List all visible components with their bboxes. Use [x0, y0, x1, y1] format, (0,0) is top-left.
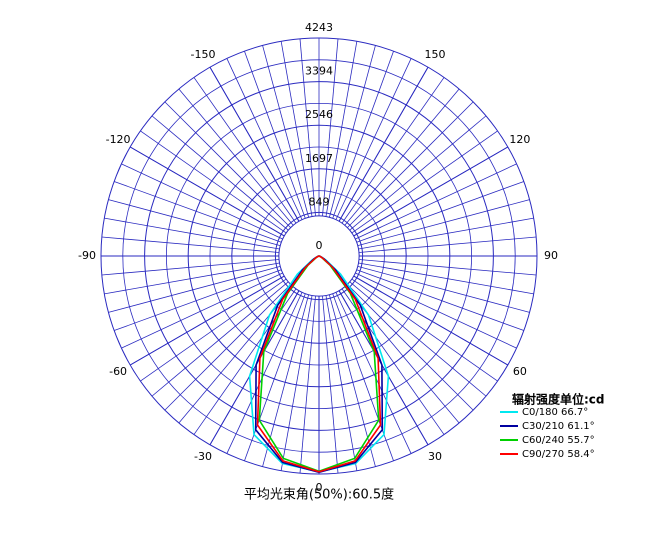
spoke — [338, 66, 429, 222]
minor-spoke — [341, 77, 445, 224]
minor-spoke — [349, 281, 487, 397]
r-tick-label: 1697 — [305, 152, 333, 165]
spoke — [353, 146, 509, 237]
minor-spoke — [108, 199, 281, 246]
r-tick-label: 4243 — [305, 21, 333, 34]
minor-spoke — [104, 217, 280, 250]
legend-label: C0/180 66.7° — [522, 407, 588, 418]
minor-spoke — [356, 269, 524, 331]
minor-spoke — [164, 284, 291, 411]
angle-tick-label: 0 — [316, 481, 323, 494]
minor-spoke — [347, 101, 474, 228]
minor-spoke — [226, 292, 303, 454]
minor-spoke — [104, 262, 280, 295]
minor-spoke — [347, 284, 474, 411]
minor-spoke — [357, 199, 530, 246]
spoke — [338, 290, 429, 446]
angle-tick-label: 90 — [544, 249, 558, 262]
minor-spoke — [335, 58, 412, 220]
chart-title: 平均光束角(50%):60.5度 — [244, 487, 394, 503]
minor-spoke — [114, 181, 282, 243]
minor-spoke — [358, 236, 537, 253]
minor-spoke — [164, 101, 291, 228]
minor-spoke — [329, 45, 376, 218]
r-tick-label: 3394 — [305, 65, 333, 78]
minor-spoke — [357, 266, 530, 313]
minor-spoke — [322, 38, 339, 217]
minor-spoke — [325, 41, 358, 217]
angle-tick-label: 150 — [425, 48, 446, 61]
angle-tick-label: 60 — [513, 365, 527, 378]
minor-spoke — [114, 269, 282, 331]
spoke — [209, 290, 300, 446]
angle-tick-label: -60 — [109, 365, 127, 378]
legend-label: C30/210 61.1° — [522, 421, 595, 432]
spoke — [209, 66, 300, 222]
minor-spoke — [358, 217, 534, 250]
legend-label: C60/240 55.7° — [522, 435, 595, 446]
angle-tick-label: -120 — [106, 133, 131, 146]
minor-spoke — [332, 51, 394, 219]
minor-spoke — [351, 278, 498, 382]
minor-spoke — [280, 295, 313, 471]
r-tick-label: 0 — [316, 239, 323, 252]
legend-title: 辐射强度单位:cd — [512, 392, 605, 407]
minor-spoke — [244, 51, 306, 219]
spoke — [129, 275, 285, 366]
minor-spoke — [101, 236, 280, 253]
minor-spoke — [335, 292, 412, 454]
minor-spoke — [355, 272, 517, 349]
angle-tick-label: -150 — [191, 48, 216, 61]
minor-spoke — [151, 281, 289, 397]
angle-tick-label: 30 — [428, 450, 442, 463]
minor-spoke — [325, 295, 358, 471]
curve — [256, 255, 382, 473]
r-tick-label: 849 — [309, 195, 330, 208]
spoke — [353, 275, 509, 366]
minor-spoke — [108, 266, 281, 313]
minor-spoke — [351, 130, 498, 234]
angle-tick-label: 120 — [509, 133, 530, 146]
minor-spoke — [121, 272, 283, 349]
angle-tick-label: -30 — [194, 450, 212, 463]
minor-spoke — [226, 58, 303, 220]
minor-spoke — [140, 130, 287, 234]
minor-spoke — [349, 115, 487, 231]
minor-spoke — [322, 295, 339, 474]
minor-spoke — [344, 88, 460, 226]
angle-tick-label: -90 — [78, 249, 96, 262]
minor-spoke — [355, 163, 517, 240]
minor-spoke — [140, 278, 287, 382]
minor-spoke — [356, 181, 524, 243]
minor-spoke — [262, 45, 309, 218]
minor-spoke — [280, 41, 313, 217]
minor-spoke — [358, 262, 534, 295]
spoke — [129, 146, 285, 237]
minor-spoke — [101, 259, 280, 276]
r-tick-label: 2546 — [305, 108, 333, 121]
minor-spoke — [121, 163, 283, 240]
legend-label: C90/270 58.4° — [522, 449, 595, 460]
minor-spoke — [299, 295, 316, 474]
minor-spoke — [151, 115, 289, 231]
minor-spoke — [178, 88, 294, 226]
minor-spoke — [358, 259, 537, 276]
minor-spoke — [193, 77, 297, 224]
minor-spoke — [299, 38, 316, 217]
